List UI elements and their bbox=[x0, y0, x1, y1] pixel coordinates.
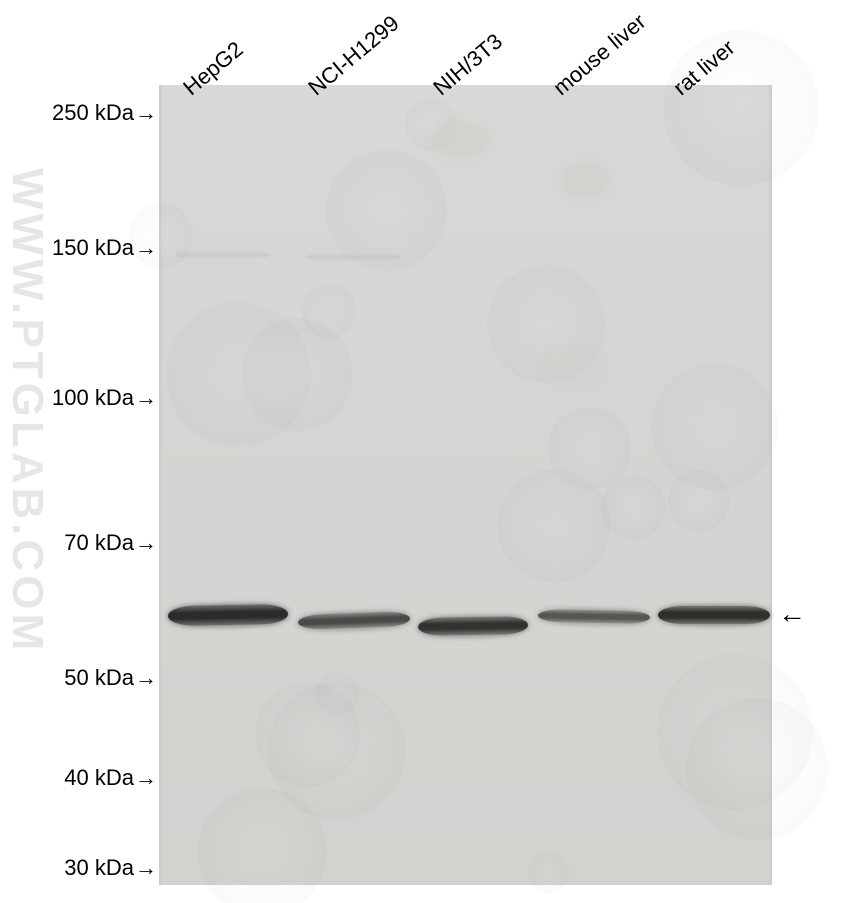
mw-marker-arrow-icon: → bbox=[135, 235, 157, 261]
mw-marker-arrow-icon: → bbox=[135, 385, 157, 411]
mw-marker-arrow-icon: → bbox=[135, 665, 157, 691]
mw-marker-text: 150 kDa bbox=[52, 235, 134, 260]
mw-marker-arrow-icon: → bbox=[135, 765, 157, 791]
protein-band bbox=[538, 609, 650, 624]
mw-marker-label: 30 kDa→ bbox=[64, 855, 157, 881]
mw-marker-arrow-icon: → bbox=[135, 855, 157, 881]
membrane-noise bbox=[548, 407, 630, 489]
target-band-arrow-icon: ← bbox=[778, 598, 806, 630]
membrane-noise bbox=[651, 363, 778, 490]
mw-marker-label: 100 kDa→ bbox=[52, 385, 157, 411]
mw-marker-label: 40 kDa→ bbox=[64, 765, 157, 791]
faint-band bbox=[175, 250, 270, 260]
mw-marker-label: 50 kDa→ bbox=[64, 665, 157, 691]
protein-band bbox=[658, 606, 770, 624]
membrane-noise bbox=[668, 470, 730, 532]
faint-band bbox=[305, 252, 400, 262]
mw-marker-text: 30 kDa bbox=[64, 855, 134, 880]
protein-band bbox=[418, 616, 528, 636]
mw-marker-label: 70 kDa→ bbox=[64, 530, 157, 556]
membrane-smudge bbox=[560, 160, 610, 200]
mw-marker-label: 150 kDa→ bbox=[52, 235, 157, 261]
mw-marker-text: 250 kDa bbox=[52, 100, 134, 125]
membrane-smudge bbox=[430, 120, 490, 160]
mw-marker-arrow-icon: → bbox=[135, 100, 157, 126]
mw-marker-arrow-icon: → bbox=[135, 530, 157, 556]
membrane-noise bbox=[255, 682, 360, 787]
watermark-text: WWW.PTGLAB.COM bbox=[2, 168, 52, 654]
mw-marker-text: 100 kDa bbox=[52, 385, 134, 410]
membrane-noise bbox=[528, 852, 569, 893]
membrane-noise bbox=[663, 30, 818, 185]
membrane-noise bbox=[302, 284, 356, 338]
membrane-noise bbox=[686, 698, 828, 840]
mw-marker-text: 40 kDa bbox=[64, 765, 134, 790]
mw-marker-label: 250 kDa→ bbox=[52, 100, 157, 126]
mw-marker-text: 50 kDa bbox=[64, 665, 134, 690]
mw-marker-text: 70 kDa bbox=[64, 530, 134, 555]
membrane-smudge bbox=[540, 345, 610, 390]
membrane-noise bbox=[166, 302, 311, 447]
protein-band bbox=[168, 604, 288, 626]
western-blot-figure: WWW.PTGLAB.COM ← 250 kDa→150 kDa→100 kDa… bbox=[0, 0, 850, 903]
